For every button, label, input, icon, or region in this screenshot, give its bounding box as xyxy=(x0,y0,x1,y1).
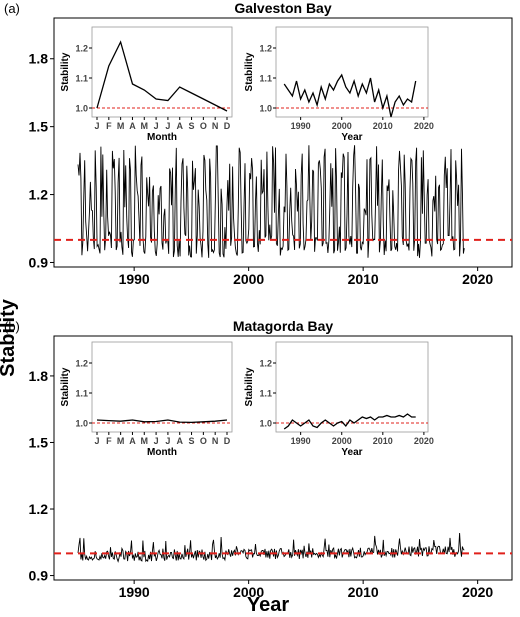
inset-x-tick-label: S xyxy=(189,121,195,131)
inset-x-tick-label: J xyxy=(165,121,170,131)
inset-y-tick-label: 1.2 xyxy=(259,359,272,369)
panel-title: Matagorda Bay xyxy=(233,318,334,334)
y-tick-label: 0.9 xyxy=(29,568,49,584)
inset-x-tick-label: M xyxy=(117,436,125,446)
inset-y-tick-label: 1.1 xyxy=(75,389,88,399)
inset-x-tick-label: 1990 xyxy=(291,121,311,131)
x-tick-label: 2010 xyxy=(348,271,379,287)
inset-series-line xyxy=(283,73,417,118)
panel-title: Galveston Bay xyxy=(234,0,331,16)
series-line xyxy=(77,532,465,563)
inset-x-tick-label: 2020 xyxy=(414,436,434,446)
inset-x-tick-label: F xyxy=(106,121,112,131)
inset-x-tick-label: A xyxy=(129,436,136,446)
x-tick-label: 2020 xyxy=(462,584,493,600)
inset-x-tick-label: J xyxy=(165,436,170,446)
x-tick-label: 2010 xyxy=(348,584,379,600)
inset-ylabel: Stability xyxy=(60,367,71,406)
inset-ylabel: Stability xyxy=(244,367,255,406)
inset-y-tick-label: 1.0 xyxy=(75,104,88,114)
inset-x-tick-label: O xyxy=(200,121,207,131)
inset-x-tick-label: M xyxy=(141,121,149,131)
x-tick-label: 2020 xyxy=(462,271,493,287)
y-tick-label: 1.5 xyxy=(29,119,49,135)
inset-y-tick-label: 1.1 xyxy=(75,74,88,84)
y-tick-label: 1.8 xyxy=(29,51,49,67)
inset-x-tick-label: J xyxy=(154,436,159,446)
inset-x-tick-label: J xyxy=(94,436,99,446)
inset-x-tick-label: A xyxy=(176,436,183,446)
inset-x-tick-label: 2010 xyxy=(373,121,393,131)
inset-x-tick-label: S xyxy=(189,436,195,446)
inset-y-tick-label: 1.0 xyxy=(75,419,88,429)
inset-x-tick-label: D xyxy=(224,121,231,131)
inset-x-tick-label: 1990 xyxy=(291,436,311,446)
series-line xyxy=(77,145,465,258)
panel-label: (b) xyxy=(4,319,20,334)
inset-y-tick-label: 1.0 xyxy=(259,104,272,114)
figure-ylabel: Stability xyxy=(0,298,19,377)
inset-series-line xyxy=(283,413,416,430)
inset-x-tick-label: M xyxy=(141,436,149,446)
inset-x-tick-label: 2000 xyxy=(332,436,352,446)
inset-x-tick-label: A xyxy=(176,121,183,131)
inset-y-tick-label: 1.0 xyxy=(259,419,272,429)
panel-frame xyxy=(53,335,513,581)
inset-frame xyxy=(275,341,429,433)
inset-series-line xyxy=(96,40,228,112)
inset-xlabel: Month xyxy=(147,447,177,458)
y-tick-label: 1.5 xyxy=(29,434,49,450)
panel-frame xyxy=(53,17,513,268)
inset-ylabel: Stability xyxy=(244,52,255,91)
inset-x-tick-label: 2000 xyxy=(332,121,352,131)
y-tick-label: 1.8 xyxy=(29,368,49,384)
inset-xlabel: Month xyxy=(147,132,177,143)
inset-y-tick-label: 1.2 xyxy=(75,44,88,54)
inset-series-line xyxy=(96,419,228,424)
inset-y-tick-label: 1.2 xyxy=(259,44,272,54)
inset-y-tick-label: 1.2 xyxy=(75,359,88,369)
inset-xlabel: Year xyxy=(341,132,362,143)
panel-label: (a) xyxy=(4,1,20,16)
inset-x-tick-label: D xyxy=(224,436,231,446)
y-tick-label: 0.9 xyxy=(29,254,49,270)
inset-x-tick-label: F xyxy=(106,436,112,446)
inset-x-tick-label: 2020 xyxy=(414,121,434,131)
inset-x-tick-label: M xyxy=(117,121,125,131)
x-tick-label: 1990 xyxy=(119,584,150,600)
inset-y-tick-label: 1.1 xyxy=(259,74,272,84)
inset-x-tick-label: N xyxy=(212,121,219,131)
figure-xlabel: Year xyxy=(247,594,289,616)
inset-y-tick-label: 1.1 xyxy=(259,389,272,399)
inset-x-tick-label: A xyxy=(129,121,136,131)
inset-frame xyxy=(91,341,233,433)
inset-x-tick-label: 2010 xyxy=(373,436,393,446)
x-tick-label: 2000 xyxy=(233,584,264,600)
inset-x-tick-label: J xyxy=(154,121,159,131)
inset-x-tick-label: O xyxy=(200,436,207,446)
inset-x-tick-label: N xyxy=(212,436,219,446)
y-tick-label: 1.2 xyxy=(29,501,49,517)
inset-ylabel: Stability xyxy=(60,52,71,91)
x-tick-label: 2000 xyxy=(233,271,264,287)
inset-xlabel: Year xyxy=(341,447,362,458)
x-tick-label: 1990 xyxy=(119,271,150,287)
y-tick-label: 1.2 xyxy=(29,187,49,203)
inset-x-tick-label: J xyxy=(94,121,99,131)
